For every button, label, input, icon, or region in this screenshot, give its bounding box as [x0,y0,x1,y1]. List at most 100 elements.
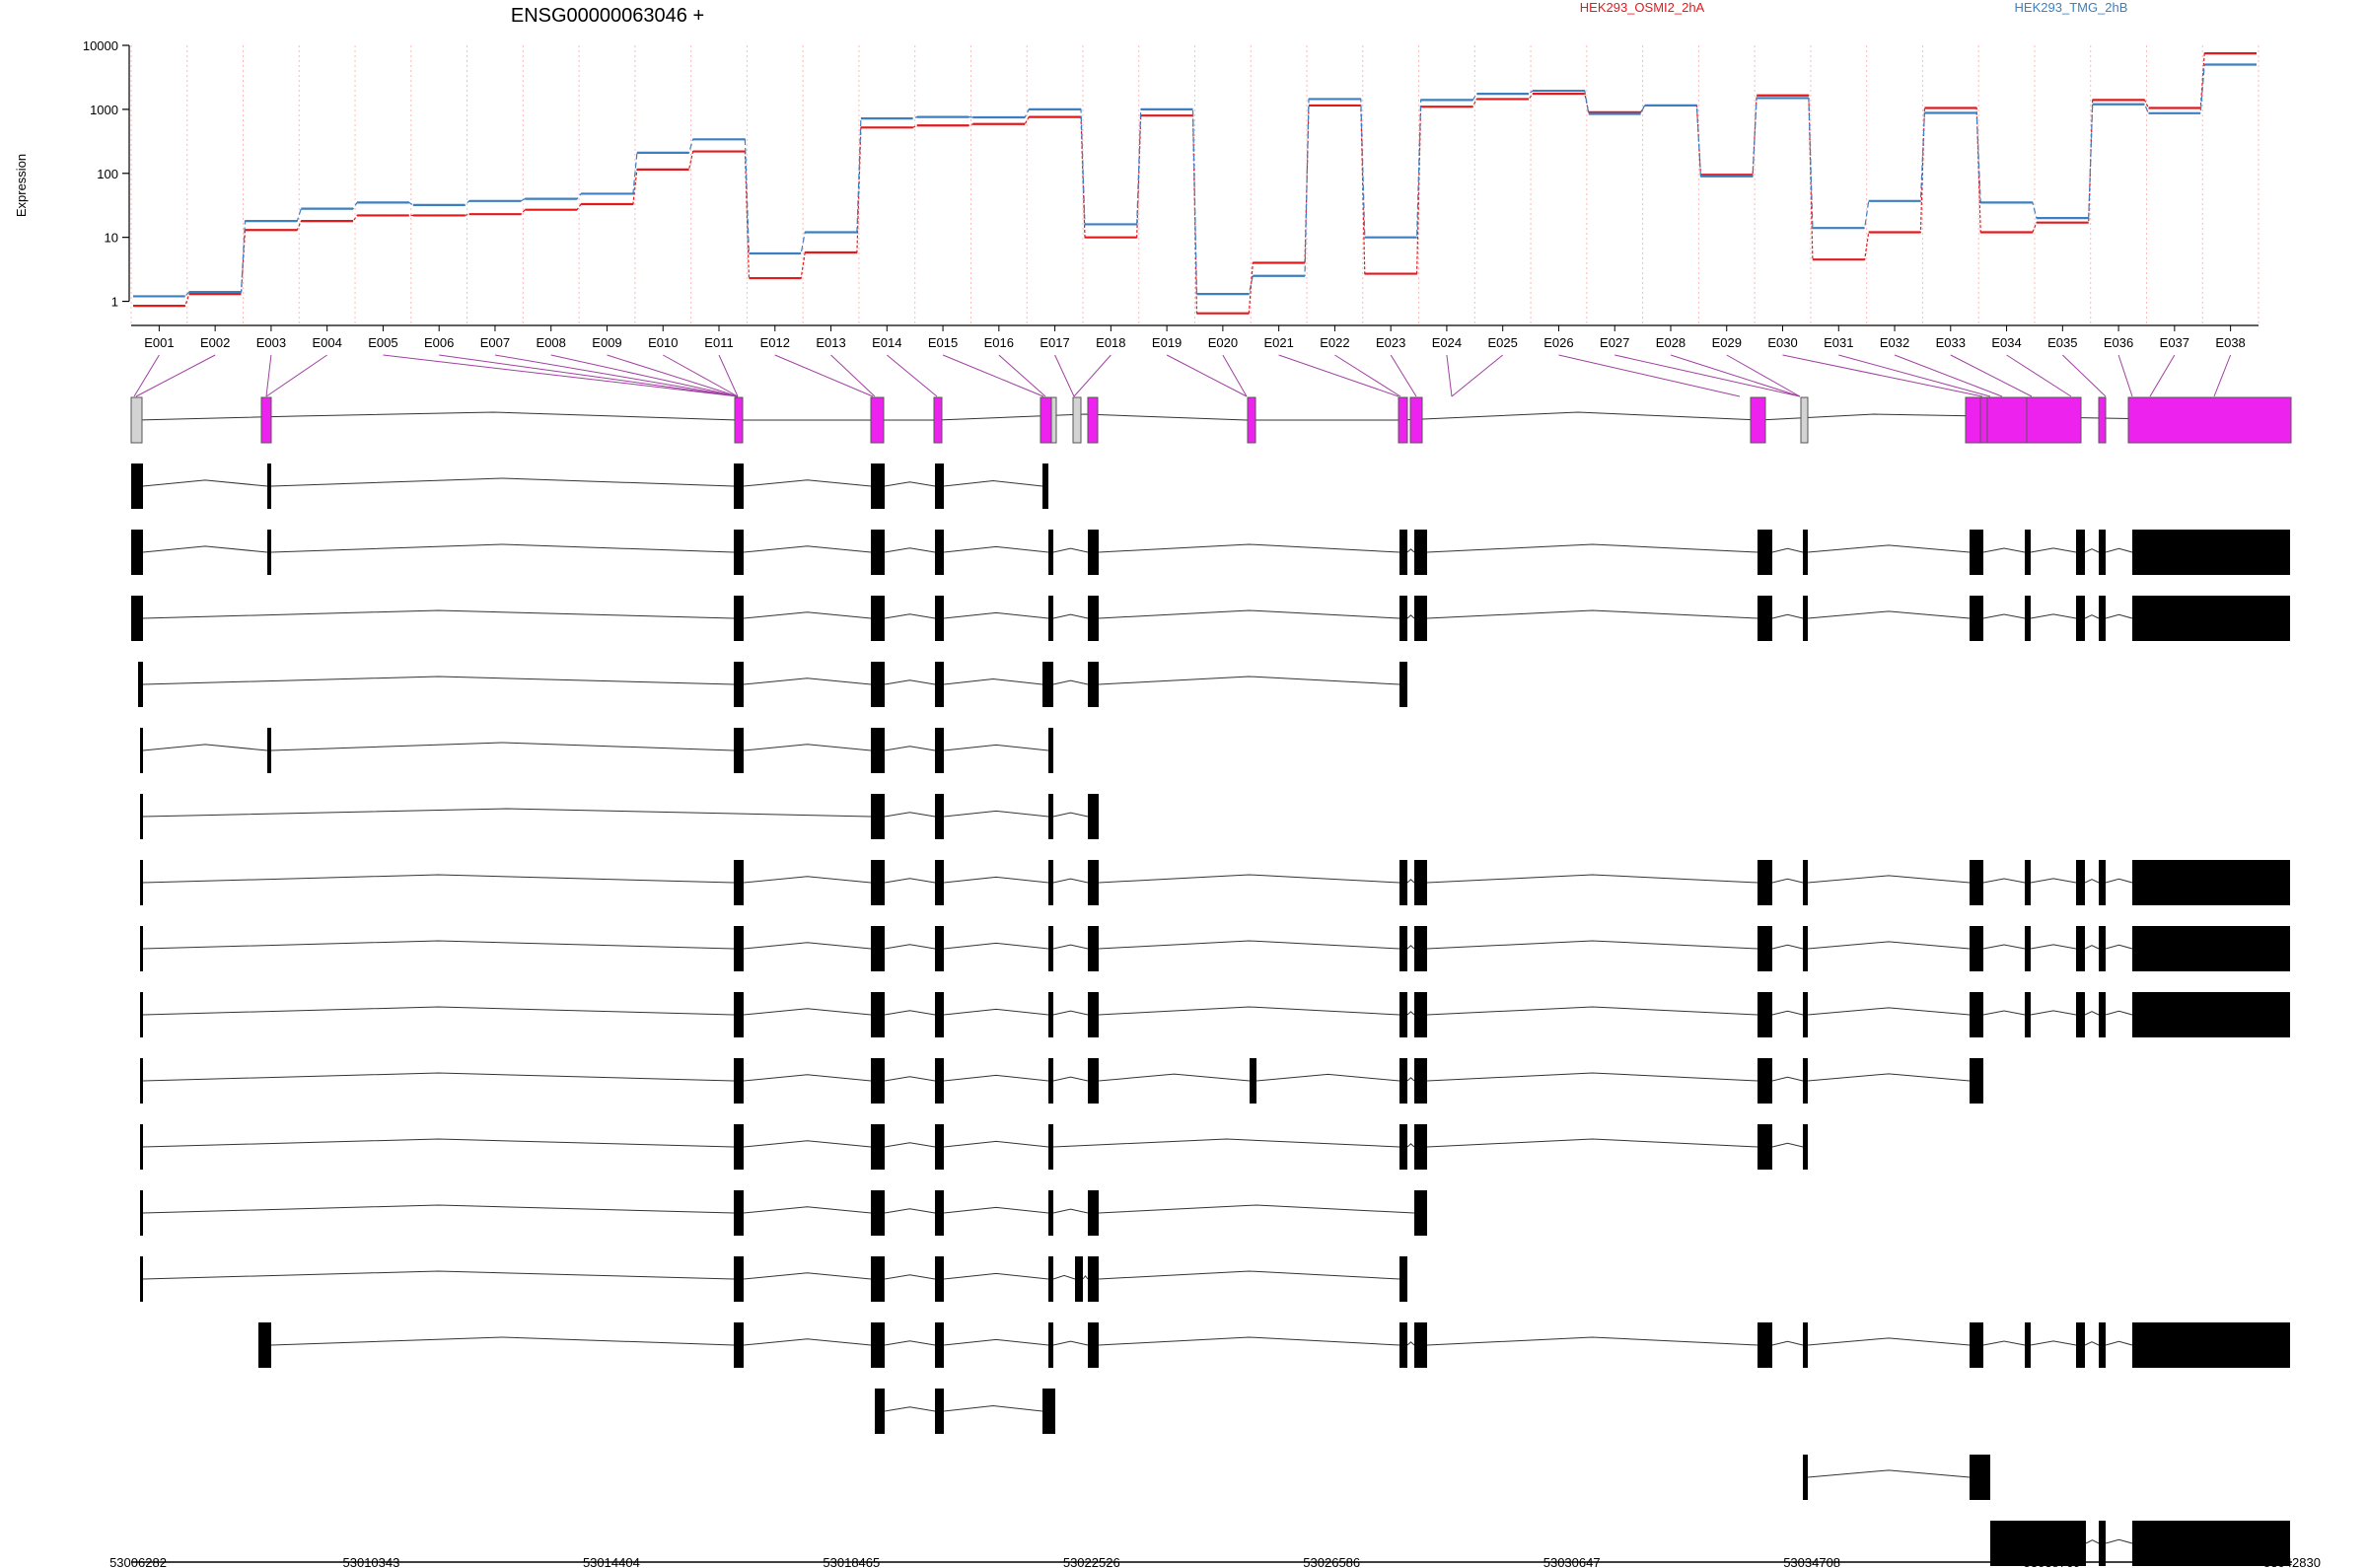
transcript-intron [1406,1077,1415,1082]
transcript-intron [943,810,1049,818]
legend-series-1: HEK293_OSMI2_2hA [1580,0,1705,15]
connector-E001 [133,354,160,397]
transcript-intron [884,679,936,685]
transcript-exon [734,1190,744,1236]
transcript-intron [743,611,872,619]
transcript-exon [1803,1455,1808,1500]
transcript-intron [1982,1340,2026,1346]
transcript-intron [2105,1340,2133,1346]
connector-E019 [1166,354,1248,397]
transcript-exon [1803,1124,1808,1170]
transcript-intron [1426,1006,1758,1016]
transcript-exon [1042,1389,1055,1434]
y-axis-label: Expression [14,154,29,217]
transcript-row [131,463,1048,509]
transcript-exon [1414,596,1427,641]
x-tick-label-E002: E002 [200,335,230,350]
x-tick-label-E030: E030 [1767,335,1797,350]
transcript-exon [935,926,944,971]
transcript-exon [935,794,944,839]
x-tick-label-E007: E007 [480,335,510,350]
transcript-intron [943,744,1049,751]
transcript-intron [743,876,872,884]
series-2-line [133,63,2257,297]
transcript-intron [1807,1469,1971,1478]
gene-exon-bin [2098,396,2107,444]
transcript-exon [1088,794,1099,839]
connector-E011 [718,354,739,397]
transcript-exon [1048,860,1053,905]
transcript-exon [1088,860,1099,905]
transcript-exon [871,1256,885,1302]
x-tick-label-E027: E027 [1600,335,1629,350]
connector-E010 [663,354,739,397]
transcript-exon [1803,1058,1808,1104]
gene-exon-bin [1072,396,1082,444]
transcript-intron [884,613,936,619]
transcript-row [131,596,2290,641]
x-tick-label-E011: E011 [704,335,733,350]
transcript-exon [1042,662,1053,707]
transcript-intron [884,812,936,818]
transcript-exon [871,530,885,575]
transcript-exon [131,530,143,575]
gene-exon-bin [1087,396,1099,444]
transcript-exon [935,860,944,905]
transcript-intron [943,1008,1049,1016]
connector-E008 [550,354,739,397]
connector-E035 [2061,354,2107,397]
transcript-row [140,926,2290,971]
transcript-exon [871,926,885,971]
transcript-intron [1052,547,1089,553]
genome-tick-label: 53018465 [823,1555,880,1568]
transcript-exon [1048,530,1053,575]
transcript-row [140,1256,1407,1302]
transcript-intron [1052,1010,1089,1016]
transcript-intron [743,1074,872,1082]
transcript-exon [1088,662,1099,707]
transcript-exon [2132,992,2290,1037]
transcript-exon [267,463,271,509]
transcript-intron [884,481,936,487]
transcript-intron [1426,609,1758,619]
transcript-exon [140,1058,143,1104]
transcript-exon [734,530,744,575]
y-tick-label: 1000 [90,103,118,117]
transcript-intron [142,676,735,685]
transcript-intron [1426,874,1758,884]
transcript-intron [270,1336,735,1346]
transcript-exon [2025,992,2031,1037]
x-tick-label-E003: E003 [256,335,286,350]
connector-E005 [383,354,739,397]
transcript-exon [935,728,944,773]
transcript-exon [1088,530,1099,575]
transcript-intron [142,1138,735,1148]
transcript-exon [1399,662,1407,707]
transcript-row [140,1124,1808,1170]
transcript-intron [743,677,872,685]
transcript-exon [1757,860,1772,905]
transcript-exon [1399,1058,1407,1104]
transcript-intron [1426,1138,1758,1148]
transcript-intron [2084,1011,2100,1016]
transcript-intron [1771,878,1804,884]
transcript-intron [1052,944,1089,950]
x-tick-label-E033: E033 [1936,335,1966,350]
transcript-exon [1757,992,1772,1037]
x-tick-label-E032: E032 [1880,335,1909,350]
transcript-intron [142,940,735,950]
transcript-exon [2025,926,2031,971]
transcript-intron [1807,544,1971,553]
transcript-exon [1414,992,1427,1037]
transcript-intron [1098,940,1400,950]
transcript-intron [884,547,936,553]
transcript-exon [2076,992,2085,1037]
transcript-intron [270,742,735,751]
transcript-intron [1982,547,2026,553]
chart-series [133,52,2257,315]
gene-exon-bin [1247,396,1256,444]
connector-E024 [1446,354,1453,397]
transcript-exon [2076,530,2085,575]
transcript-exon [1990,1521,2086,1566]
transcript-intron [1052,812,1089,818]
